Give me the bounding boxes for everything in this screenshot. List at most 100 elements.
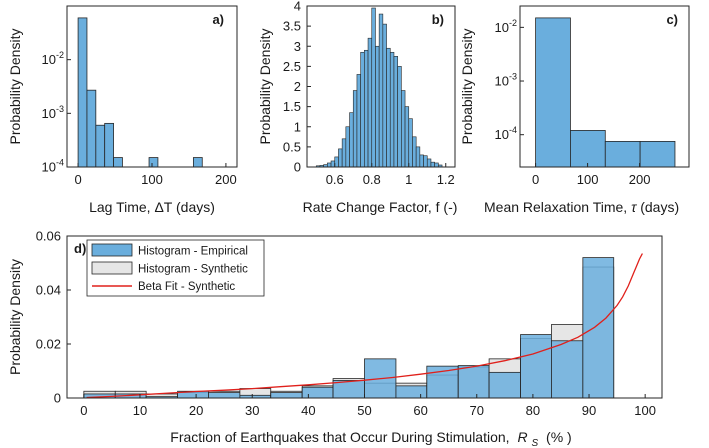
panel-c-x-axis-label-text: Mean Relaxation Time, τ (days): [484, 199, 679, 215]
histogram-bar: [95, 124, 106, 168]
x-tick-label: 1: [405, 172, 412, 187]
histogram-bar: [535, 17, 571, 168]
x-tick-label: 0: [74, 172, 81, 187]
panel-d-bars: [83, 257, 615, 399]
histogram-bar: [86, 89, 97, 168]
x-tick-label: 80: [526, 403, 540, 418]
histogram-bar: [412, 136, 417, 168]
histogram-bar: [639, 140, 676, 168]
panel-c-y-axis-label: Probability Density: [459, 29, 475, 145]
panel-d-x-ticks: 0 10 20 30 40 50 60 70 80 90 100: [80, 394, 656, 418]
panel-a-lag-time-histogram: 0 100 200 10-210-310-4 a) Lag Time, ΔT (da…: [7, 5, 238, 215]
panel-c-relaxation-time-histogram: 0 100 200 10-210-310-4 c) Mean Relaxation …: [459, 5, 690, 215]
histogram-bar: [401, 90, 406, 168]
y-tick-label: 10-4: [495, 125, 517, 142]
panel-b-rate-change-histogram: 0.6 0.8 1 1.2 0 0.5 1 1.5 2 2.5 3 3.5 4 b) Rate Cha…: [257, 0, 457, 215]
histogram-bar: [382, 23, 387, 168]
y-tick-label: 10-2: [42, 50, 64, 67]
panel-c-frame: [519, 5, 690, 168]
x-tick-label: 50: [357, 403, 371, 418]
legend-swatch-empirical: [91, 243, 133, 257]
y-tick-label: 0: [54, 391, 61, 406]
panel-d-legend: Histogram - Empirical Histogram - Synthe…: [86, 239, 265, 297]
panel-c-x-ticks: 0 100 200: [532, 163, 650, 187]
panel-c-x-label-part: Mean Relaxation Time,: [484, 199, 631, 215]
histogram-bar: [327, 162, 332, 168]
histogram-bar: [378, 13, 384, 168]
x-tick-label: 0: [80, 403, 87, 418]
histogram-bar: [408, 118, 413, 168]
x-tick-label: 30: [245, 403, 259, 418]
panel-b-x-ticks: 0.6 0.8 1 1.2: [326, 163, 455, 187]
empirical-bar: [582, 257, 615, 399]
y-tick-label: 4: [294, 0, 301, 14]
histogram-bar: [349, 112, 354, 168]
x-tick-label: 60: [413, 403, 427, 418]
panel-d-x-axis-label: Fraction of Earthquakes that Occur Durin…: [170, 429, 571, 448]
histogram-bar: [345, 126, 350, 168]
legend-label-synthetic: Histogram - Synthetic: [138, 264, 248, 276]
x-tick-label: 20: [189, 403, 203, 418]
panel-a-bars: [77, 17, 203, 168]
y-tick-base: 10: [495, 127, 509, 142]
y-tick-label: 10-2: [495, 18, 517, 35]
y-tick-exponent: -2: [509, 18, 517, 28]
y-tick-label: 10-4: [42, 158, 64, 175]
y-tick-label: 0.02: [36, 337, 61, 352]
panel-d-x-axis-unit: (% ): [546, 429, 572, 445]
empirical-bar: [457, 365, 490, 399]
x-tick-label: 100: [577, 172, 599, 187]
histogram-bar: [367, 37, 373, 168]
histogram-bar: [397, 66, 402, 168]
panel-c-bars: [535, 17, 676, 168]
histogram-bar: [426, 158, 432, 168]
x-tick-label: 0: [532, 172, 539, 187]
x-tick-label: 10: [133, 403, 147, 418]
y-tick-base: 10: [495, 74, 509, 89]
histogram-bar: [604, 140, 641, 168]
legend-label-empirical: Histogram - Empirical: [138, 246, 248, 258]
y-tick-label: 10-3: [495, 72, 517, 89]
histogram-bar: [393, 56, 398, 168]
y-tick-label: 1.5: [283, 99, 301, 114]
histogram-bar: [356, 74, 361, 168]
x-tick-label: 200: [215, 172, 237, 187]
histogram-bar: [434, 162, 439, 168]
histogram-bar: [338, 148, 343, 168]
histogram-bar: [386, 47, 391, 168]
y-tick-exponent: -3: [509, 72, 517, 82]
y-tick-label: 1: [294, 119, 301, 134]
panel-b-bars: [315, 7, 443, 168]
x-tick-label: 70: [470, 403, 484, 418]
histogram-bar: [375, 45, 380, 168]
histogram-bar: [364, 49, 369, 168]
y-tick-label: 0.5: [283, 139, 301, 154]
y-tick-label: 0: [294, 160, 301, 175]
y-tick-base: 10: [42, 160, 56, 175]
x-tick-label: 90: [582, 403, 596, 418]
panel-d-x-axis-symbol: R: [517, 429, 527, 445]
panel-a-x-axis-label: Lag Time, ΔT (days): [89, 199, 215, 215]
histogram-bar: [334, 156, 339, 168]
y-tick-exponent: -4: [56, 158, 64, 168]
panel-c-x-axis-label: Mean Relaxation Time, τ (days): [484, 199, 679, 215]
empirical-bar: [551, 340, 584, 399]
histogram-bar: [371, 7, 376, 168]
panel-b-label: b): [432, 12, 444, 27]
empirical-bar: [208, 392, 241, 399]
panel-a-y-ticks: 10-210-310-4: [42, 50, 71, 175]
histogram-bar: [404, 106, 410, 168]
panel-d-label: d): [74, 241, 86, 256]
x-tick-label: 100: [634, 403, 656, 418]
legend-label-beta-fit: Beta Fit - Synthetic: [138, 281, 235, 293]
x-tick-label: 200: [629, 172, 651, 187]
x-tick-label: 0.6: [326, 172, 344, 187]
histogram-bar: [341, 138, 347, 168]
y-tick-exponent: -4: [509, 125, 517, 135]
panel-b-y-axis-label: Probability Density: [257, 29, 273, 145]
histogram-bar: [192, 157, 203, 168]
histogram-bar: [77, 17, 88, 168]
panel-d-beta-fit-line: [86, 253, 643, 399]
empirical-bar: [301, 386, 334, 399]
